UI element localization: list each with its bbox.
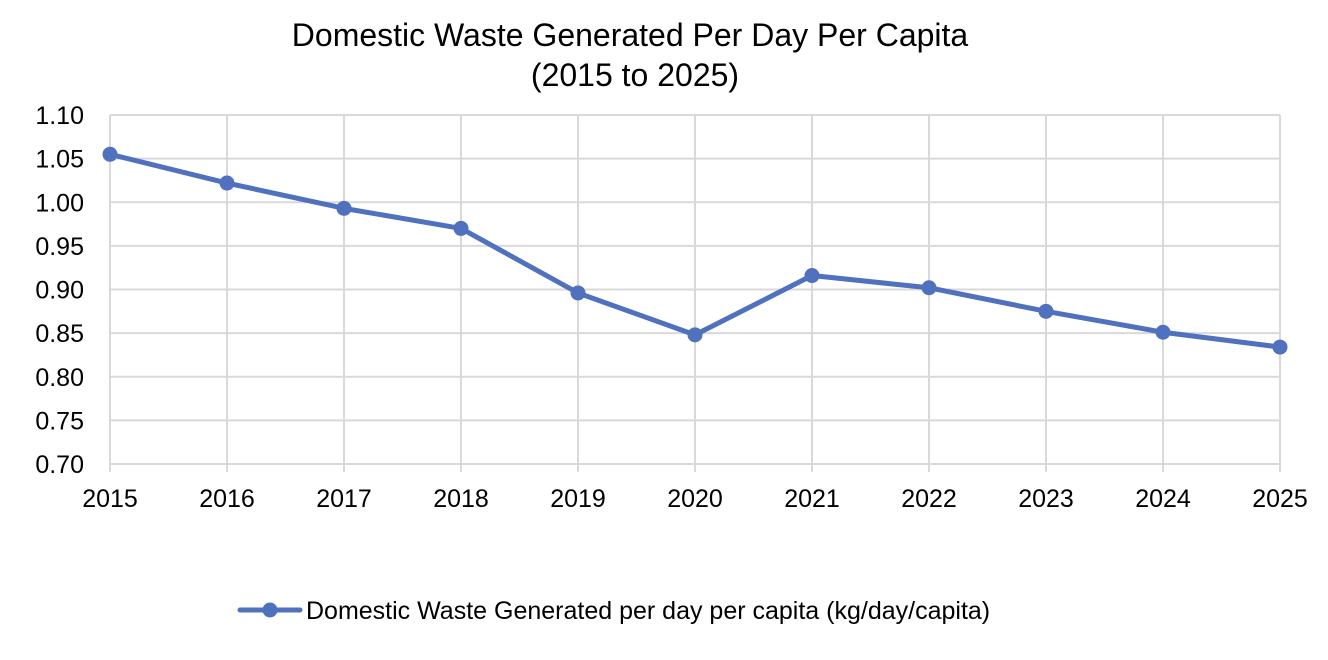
data-point [921,280,937,296]
x-axis-ticks: 2015 2016 2017 2018 2019 2020 2021 2022 2023 2024… [82,485,1308,513]
data-point [1272,339,1288,355]
data-point [804,268,820,284]
data-point [687,327,703,343]
data-point [570,285,586,301]
x-tick-label: 2022 [901,485,957,513]
legend: Domestic Waste Generated per day per cap… [237,597,990,625]
data-point [102,146,118,162]
y-tick-label: 1.05 [35,146,84,174]
data-point [1038,303,1054,319]
data-point [453,220,469,236]
legend-label: Domestic Waste Generated per day per cap… [306,597,990,625]
y-tick-label: 0.95 [35,233,84,261]
x-tick-label: 2016 [199,485,255,513]
x-tick-label: 2017 [316,485,372,513]
data-point [1155,324,1171,340]
chart-title: Domestic Waste Generated Per Day Per Cap… [292,17,969,53]
y-tick-label: 0.80 [35,364,84,392]
x-tick-label: 2024 [1135,485,1191,513]
y-axis-ticks: 0.70 0.75 0.80 0.85 0.90 0.95 1.00 1.05 1.10 [35,102,84,479]
series-group [102,146,1288,355]
y-tick-label: 1.00 [35,189,84,217]
x-tick-label: 2021 [784,485,840,513]
chart-subtitle: (2015 to 2025) [531,57,739,93]
y-tick-label: 1.10 [35,102,84,130]
x-tick-label: 2018 [433,485,489,513]
y-tick-label: 0.70 [35,451,84,479]
x-tick-label: 2025 [1252,485,1308,513]
legend-point-marker [262,602,278,618]
data-point [219,175,235,191]
grid [109,114,1281,472]
y-tick-label: 0.75 [35,407,84,435]
x-tick-label: 2023 [1018,485,1074,513]
y-tick-label: 0.85 [35,320,84,348]
x-tick-label: 2020 [667,485,723,513]
x-tick-label: 2015 [82,485,138,513]
y-tick-label: 0.90 [35,277,84,305]
x-tick-label: 2019 [550,485,606,513]
data-point [336,200,352,216]
